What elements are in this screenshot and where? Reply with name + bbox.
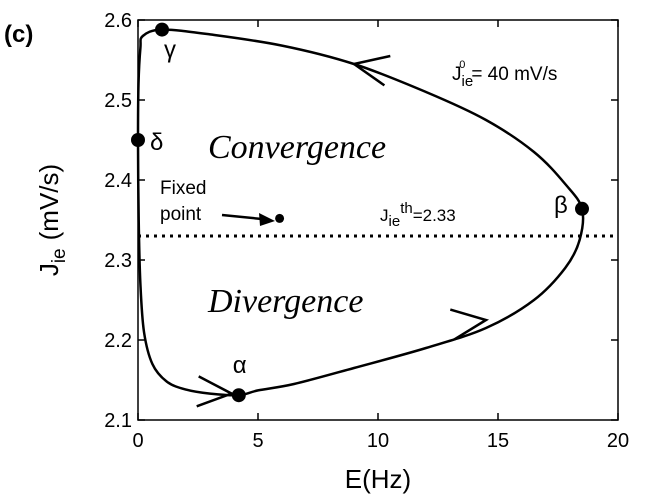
svg-text:Jie(mV/s): Jie (mV/s) bbox=[34, 164, 70, 276]
param-annotation-sup: 0 bbox=[459, 59, 465, 71]
threshold-label-sup: th bbox=[400, 200, 413, 217]
fixed-point-label-line2: point bbox=[160, 204, 202, 225]
y-tick-label: 2.3 bbox=[104, 250, 132, 272]
param-annotation-value: = 40 mV/s bbox=[471, 64, 557, 85]
region-label-upper: Convergence bbox=[208, 129, 386, 166]
x-tick-label: 15 bbox=[487, 430, 509, 452]
x-tick-label: 10 bbox=[367, 430, 389, 452]
y-axis-label-main: J bbox=[34, 263, 64, 276]
point-label-beta: β bbox=[554, 192, 568, 219]
y-axis-ticks: 2.1 2.2 2.3 2.4 2.5 2.6 bbox=[104, 10, 618, 432]
y-axis-label-sub: ie bbox=[49, 248, 70, 263]
point-alpha bbox=[231, 388, 246, 403]
y-tick-label: 2.5 bbox=[104, 90, 132, 112]
marked-points: γ δ β α bbox=[131, 22, 589, 403]
threshold-label-main: J bbox=[380, 206, 389, 225]
y-tick-label: 2.2 bbox=[104, 330, 132, 352]
threshold-label: Jieth=2.33 bbox=[380, 200, 456, 230]
fixed-point-label-line1: Fixed bbox=[160, 178, 206, 199]
param-annotation-main: J bbox=[452, 64, 462, 85]
y-axis-label-unit: (mV/s) bbox=[34, 164, 64, 241]
direction-arrow bbox=[350, 54, 391, 87]
point-delta bbox=[131, 133, 145, 147]
y-tick-label: 2.4 bbox=[104, 170, 132, 192]
point-gamma bbox=[155, 22, 169, 37]
panel-label: (c) bbox=[4, 21, 33, 48]
point-label-delta: δ bbox=[150, 129, 163, 156]
threshold-label-value: =2.33 bbox=[413, 206, 456, 225]
x-tick-label: 5 bbox=[252, 430, 263, 452]
param-annotation: Jie 0 = 40 mV/s bbox=[452, 59, 557, 90]
direction-arrows bbox=[196, 54, 490, 408]
x-axis-ticks: 0 5 10 15 20 bbox=[132, 20, 629, 452]
point-beta bbox=[575, 201, 589, 216]
point-label-alpha: α bbox=[233, 352, 247, 379]
series-line bbox=[136, 28, 585, 397]
x-tick-label: 0 bbox=[132, 430, 143, 452]
param-annotation-sub: ie bbox=[462, 73, 474, 90]
x-axis-label: E(Hz) bbox=[345, 464, 411, 494]
y-axis-label: Jie (mV/s) bbox=[34, 164, 70, 276]
x-tick-label: 20 bbox=[607, 430, 629, 452]
fixed-point-marker bbox=[275, 213, 285, 223]
point-label-gamma: γ bbox=[164, 37, 176, 64]
region-label-lower: Divergence bbox=[207, 283, 363, 320]
y-tick-label: 2.6 bbox=[104, 10, 132, 32]
y-tick-label: 2.1 bbox=[104, 410, 132, 432]
fixed-point-pointer bbox=[221, 213, 275, 226]
direction-arrow bbox=[449, 308, 490, 341]
direction-arrow bbox=[196, 375, 235, 408]
threshold-label-sub: ie bbox=[389, 213, 401, 230]
